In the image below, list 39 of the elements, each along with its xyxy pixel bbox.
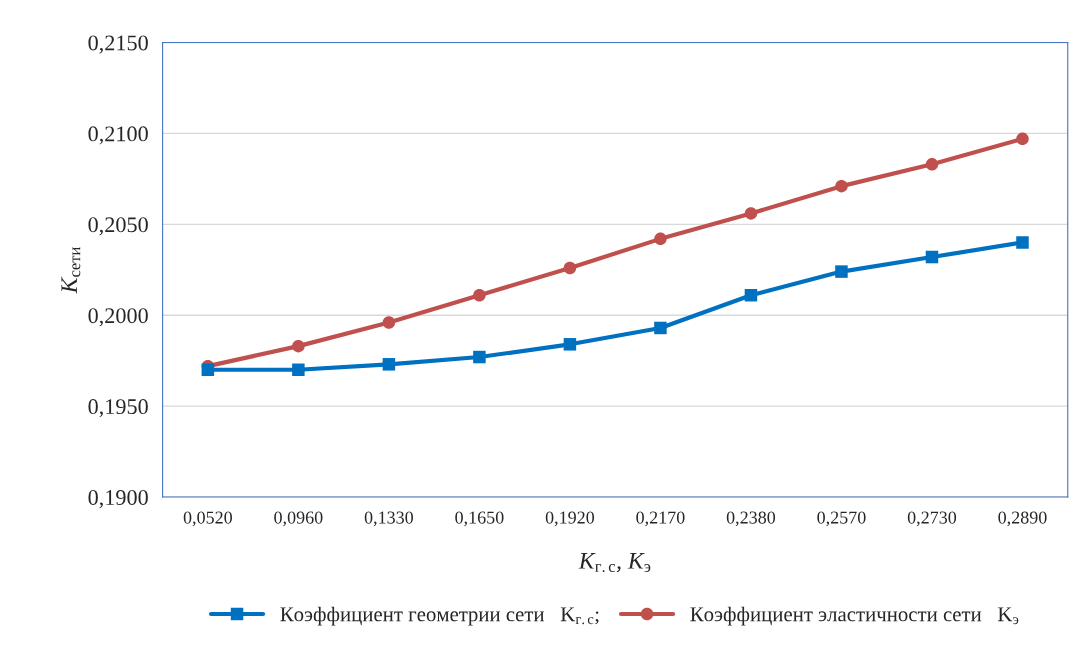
point — [925, 158, 939, 171]
x-tick-label: 0,1650 — [455, 511, 504, 527]
x-tick-label: 0,0960 — [274, 511, 323, 527]
legend-label: Коэффициент геометрии сети K$_{г.с}$; — [280, 606, 599, 626]
point — [473, 288, 486, 302]
point — [654, 232, 667, 246]
point — [563, 261, 577, 275]
y-axis-title: K$_{сети}$ — [61, 247, 81, 294]
y-tick-label: 0,1950 — [88, 399, 148, 418]
point — [473, 350, 486, 364]
y-tick-label: 0,2150 — [88, 35, 148, 54]
point — [744, 288, 758, 302]
point — [292, 363, 305, 377]
x-tick-label: 0,2570 — [817, 511, 866, 527]
x-tick-label: 0,2380 — [726, 511, 776, 527]
point — [382, 358, 396, 371]
x-tick-label: 0,2890 — [998, 511, 1047, 527]
point — [1016, 236, 1029, 249]
point — [563, 338, 577, 351]
x-tick-label: 0,1330 — [364, 511, 414, 527]
x-tick-label: 0,2170 — [636, 511, 685, 527]
x-axis-title: K$_{г.с}$, K$_{э}$ — [578, 553, 651, 573]
legend-label: Коэффициент эластичности сети K$_{э}$ — [690, 606, 1019, 626]
y-tick-label: 0,1900 — [88, 489, 148, 509]
point — [1016, 132, 1029, 146]
point — [835, 265, 848, 278]
point — [744, 207, 758, 220]
x-tick-label: 0,0520 — [183, 511, 232, 527]
y-tick-label: 0,2000 — [88, 308, 148, 327]
point — [925, 250, 939, 264]
y-tick-label: 0,2100 — [88, 126, 148, 145]
point — [201, 363, 215, 377]
point — [292, 339, 305, 353]
x-tick-label: 0,2730 — [907, 511, 957, 527]
point — [835, 179, 848, 193]
point — [654, 321, 667, 335]
x-tick-label: 0,1920 — [545, 511, 595, 527]
y-tick-label: 0,2050 — [88, 217, 148, 236]
point — [382, 316, 396, 329]
